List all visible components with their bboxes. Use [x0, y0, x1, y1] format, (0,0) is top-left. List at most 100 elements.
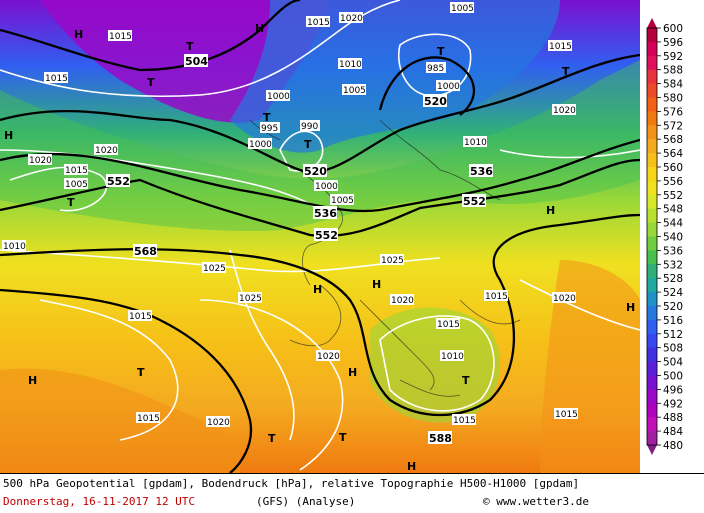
geopotential-label: 568 — [134, 245, 157, 258]
isobar-label: 1010 — [3, 242, 26, 252]
isobar-label: 1015 — [129, 312, 152, 322]
isobar-label: 1015 — [485, 292, 508, 302]
geopotential-label: 520 — [304, 165, 327, 178]
geopotential-label: 588 — [429, 432, 452, 445]
legend-color-block — [647, 167, 657, 182]
high-centre: H — [372, 278, 381, 291]
legend-value-label: 576 — [663, 106, 683, 118]
isobar-label: 1020 — [391, 296, 414, 306]
legend-color-block — [647, 375, 657, 390]
isobar-label: 1000 — [315, 182, 338, 192]
high-centre: H — [28, 374, 37, 387]
low-centre: T — [562, 65, 570, 78]
legend-value-label: 532 — [663, 259, 683, 271]
low-centre: T — [137, 366, 145, 379]
isobar-label: 1015 — [65, 166, 88, 176]
low-centre: T — [437, 45, 445, 58]
legend-color-block — [647, 153, 657, 168]
legend-value-label: 572 — [663, 120, 683, 132]
isobar-label: 1005 — [65, 180, 88, 190]
weather-map: T T T T T T T T T T T H H H H H H H H H … — [0, 0, 640, 473]
legend-color-block — [647, 194, 657, 210]
isobars — [0, 0, 640, 470]
legend-value-label: 540 — [663, 232, 683, 244]
legend-value-label: 520 — [663, 301, 683, 313]
legend-color-block — [647, 389, 657, 404]
isobar-label: 1010 — [339, 60, 362, 70]
geopotential-label: 520 — [424, 95, 447, 108]
legend-color-block — [647, 333, 657, 349]
low-centre: T — [462, 374, 470, 387]
isobar-label: 1000 — [267, 92, 290, 102]
isobar-label: 990 — [301, 122, 318, 132]
high-centre: H — [313, 283, 322, 296]
legend-value-label: 492 — [663, 398, 683, 410]
legend-value-label: 560 — [663, 162, 683, 174]
high-centre: H — [546, 204, 555, 217]
geopotential-label: 504 — [185, 55, 208, 68]
isobar-labels: 1015 1015 1015 1020 1010 1005 1005 1000 … — [2, 2, 578, 428]
high-centre: H — [74, 28, 83, 41]
low-centre: T — [186, 40, 194, 53]
legend-value-label: 500 — [663, 371, 683, 383]
isobar-label: 1010 — [464, 138, 487, 148]
legend-color-block — [647, 55, 657, 71]
legend-value-label: 596 — [663, 37, 683, 49]
legend-color-block — [647, 306, 657, 321]
low-centre: T — [147, 76, 155, 89]
low-centre: T — [304, 138, 312, 151]
legend-value-label: 536 — [663, 245, 683, 257]
isobar-label: 1020 — [29, 156, 52, 166]
legend-value-label: 504 — [663, 357, 683, 369]
isobar-label: 1000 — [437, 82, 460, 92]
legend-value-label: 600 — [663, 23, 683, 35]
isobar-label: 1015 — [453, 416, 476, 426]
legend-value-label: 480 — [663, 440, 683, 452]
high-centre: H — [407, 460, 416, 473]
legend-value-label: 508 — [663, 343, 683, 355]
legend-color-block — [647, 180, 657, 196]
legend-value-label: 552 — [663, 190, 683, 202]
isobar-label: 1020 — [553, 294, 576, 304]
isobar-label: 1015 — [555, 410, 578, 420]
isobar-label: 1010 — [441, 352, 464, 362]
legend-color-block — [647, 111, 657, 126]
isobar-label: 1015 — [437, 320, 460, 330]
legend-color-block — [647, 139, 657, 154]
legend-color-block — [647, 278, 657, 293]
low-centre: T — [263, 111, 271, 124]
legend-color-block — [647, 236, 657, 251]
isobar-label: 1015 — [137, 414, 160, 424]
legend-arrow-down — [647, 445, 657, 455]
legend-value-label: 584 — [663, 79, 683, 91]
legend-color-block — [647, 292, 657, 307]
legend-color-block — [647, 264, 657, 279]
isobar-label: 1020 — [317, 352, 340, 362]
geopotential-label: 536 — [314, 207, 337, 220]
caption-title: 500 hPa Geopotential [gpdam], Bodendruck… — [3, 477, 580, 490]
caption-copyright: © www.wetter3.de — [483, 495, 589, 508]
pressure-centres: T T T T T T T T T T T H H H H H H H H H … — [4, 22, 635, 473]
isobar-label: 985 — [427, 64, 444, 74]
color-legend: 600 596 592 588 584 580 576 572 568 564 560 556 552 5… — [640, 0, 704, 473]
isobar-label: 1025 — [381, 256, 404, 266]
legend-value-label: 568 — [663, 134, 683, 146]
legend-value-label: 588 — [663, 65, 683, 77]
isobar-label: 1000 — [249, 140, 272, 150]
legend-value-label: 564 — [663, 148, 683, 160]
caption-date: Donnerstag, 16-11-2017 12 UTC — [3, 495, 196, 508]
legend-color-block — [647, 417, 657, 432]
legend-color-block — [647, 347, 657, 363]
isobar-label: 995 — [261, 124, 278, 134]
isobar-label: 1020 — [207, 418, 230, 428]
legend-color-block — [647, 83, 657, 98]
legend-value-label: 592 — [663, 51, 683, 63]
geopotential-label: 552 — [463, 195, 486, 208]
high-centre: H — [348, 366, 357, 379]
isobar-label: 1015 — [45, 74, 68, 84]
isobar-label: 1015 — [549, 42, 572, 52]
isobar-label: 1020 — [95, 146, 118, 156]
legend-value-label: 544 — [663, 218, 683, 230]
legend-value-label: 556 — [663, 176, 683, 188]
